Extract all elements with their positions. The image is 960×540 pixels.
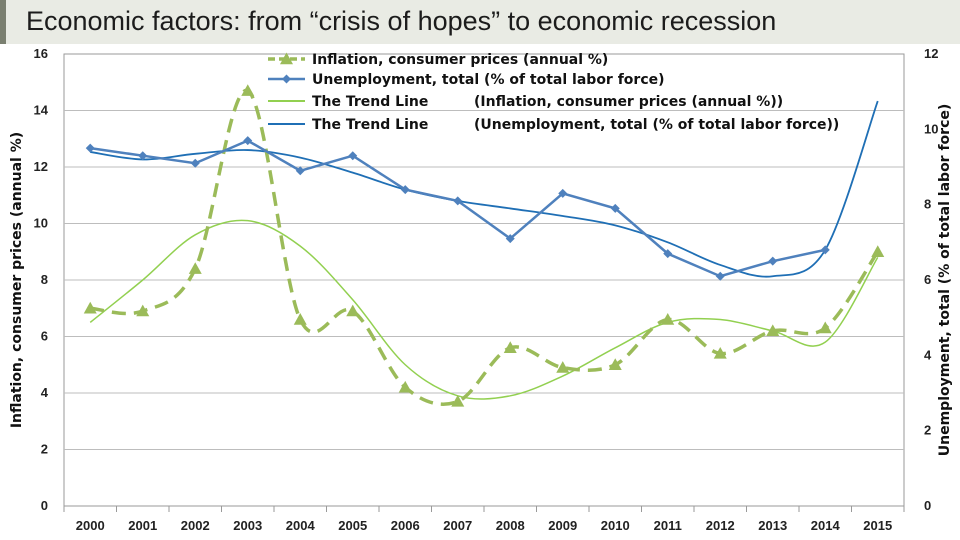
y-left-tick-label: 2 — [41, 442, 48, 457]
inflation-point — [346, 304, 360, 317]
unemployment-point — [295, 166, 305, 176]
x-tick-label: 2006 — [391, 518, 420, 533]
inflation-point — [713, 346, 727, 359]
inflation-point — [556, 361, 570, 373]
x-tick-label: 2010 — [601, 518, 630, 533]
inflation-line — [90, 88, 880, 406]
y-left-axis-title: Inflation, consumer prices (annual %) — [9, 132, 25, 428]
inflation-point — [608, 358, 622, 370]
unemployment-point — [663, 249, 673, 259]
x-tick-label: 2001 — [128, 518, 157, 533]
x-tick-label: 2011 — [654, 518, 682, 533]
x-tick-label: 2012 — [706, 518, 735, 533]
inflation-point — [503, 341, 517, 353]
unemployment-point — [505, 234, 515, 244]
y-left-tick-label: 0 — [41, 498, 48, 513]
unemployment-point — [243, 136, 253, 146]
unemployment-point — [400, 185, 410, 195]
y-left-tick-label: 10 — [34, 216, 48, 231]
y-right-tick-label: 0 — [924, 498, 931, 513]
x-tick-label: 2008 — [496, 518, 525, 533]
inflation-point — [766, 324, 780, 337]
inflation-point — [398, 380, 412, 393]
inflation-point — [241, 84, 255, 96]
inflation-point — [83, 301, 97, 314]
unemployment-point — [610, 203, 620, 213]
x-tick-label: 2015 — [863, 518, 892, 533]
y-right-tick-label: 10 — [924, 121, 938, 136]
y-right-tick-label: 8 — [924, 197, 931, 212]
x-tick-label: 2003 — [233, 518, 262, 533]
y-right-tick-label: 12 — [924, 46, 938, 61]
title-bar: Economic factors: from “crisis of hopes”… — [0, 0, 960, 44]
y-right-tick-label: 4 — [924, 347, 932, 362]
y-left-tick-label: 8 — [41, 272, 48, 287]
x-tick-label: 2013 — [758, 518, 787, 533]
unemployment-point — [85, 143, 95, 153]
title-accent-bar — [0, 0, 6, 44]
x-tick-label: 2005 — [338, 518, 367, 533]
x-tick-label: 2014 — [811, 518, 841, 533]
slide-title: Economic factors: from “crisis of hopes”… — [26, 6, 777, 36]
legend-label: Inflation, consumer prices (annual %) — [312, 52, 608, 68]
y-right-axis-title: Unemployment, total (% of total labor fo… — [937, 104, 953, 457]
y-left-tick-label: 16 — [34, 46, 48, 61]
inflation-point — [451, 394, 465, 407]
axes: 0 2 4 6 8 10 12 14 16 0 2 4 6 8 10 12 2000 2001 2002 2003 20… — [9, 46, 953, 533]
unemployment-point — [820, 245, 830, 255]
inflation-point — [661, 313, 675, 325]
legend-label: Unemployment, total (% of total labor fo… — [312, 72, 665, 88]
inflation-point — [136, 304, 150, 317]
chart-background — [0, 44, 960, 540]
inflation-point — [818, 321, 832, 334]
legend-qualifier: (Inflation, consumer prices (annual %)) — [474, 94, 783, 110]
unemployment-point — [453, 196, 463, 206]
legend-label: The Trend Line — [312, 94, 428, 110]
unemployment-point — [768, 256, 778, 266]
y-left-tick-label: 12 — [34, 159, 48, 174]
legend: Inflation, consumer prices (annual %) Une… — [268, 52, 839, 133]
series — [83, 84, 885, 407]
y-right-tick-label: 2 — [924, 423, 931, 438]
y-right-tick-label: 6 — [924, 272, 931, 287]
x-tick-label: 2002 — [181, 518, 210, 533]
x-tick-label: 2004 — [286, 518, 316, 533]
unemployment-point — [190, 158, 200, 168]
unemployment-point — [715, 271, 725, 281]
inflation-trend-line — [89, 219, 879, 400]
inflation-point — [871, 245, 885, 257]
y-left-tick-label: 4 — [41, 385, 49, 400]
unemployment-point — [558, 188, 568, 198]
unemployment-trend-line — [90, 100, 879, 278]
unemployment-point — [138, 151, 148, 161]
legend-label: The Trend Line — [312, 117, 428, 133]
legend-triangle-icon — [280, 52, 293, 65]
y-left-tick-label: 6 — [41, 329, 48, 344]
inflation-point — [188, 262, 202, 274]
grid — [63, 53, 905, 507]
x-tick-label: 2009 — [548, 518, 577, 533]
x-tick-label: 2000 — [76, 518, 105, 533]
legend-diamond-icon — [282, 74, 291, 84]
y-left-tick-label: 14 — [34, 103, 49, 118]
legend-qualifier: (Unemployment, total (% of total labor f… — [474, 117, 839, 133]
line-chart: 0 2 4 6 8 10 12 14 16 0 2 4 6 8 10 12 2000 2001 2002 2003 20… — [0, 44, 960, 540]
x-tick-label: 2007 — [443, 518, 472, 533]
inflation-point — [293, 313, 307, 325]
unemployment-point — [348, 151, 358, 161]
